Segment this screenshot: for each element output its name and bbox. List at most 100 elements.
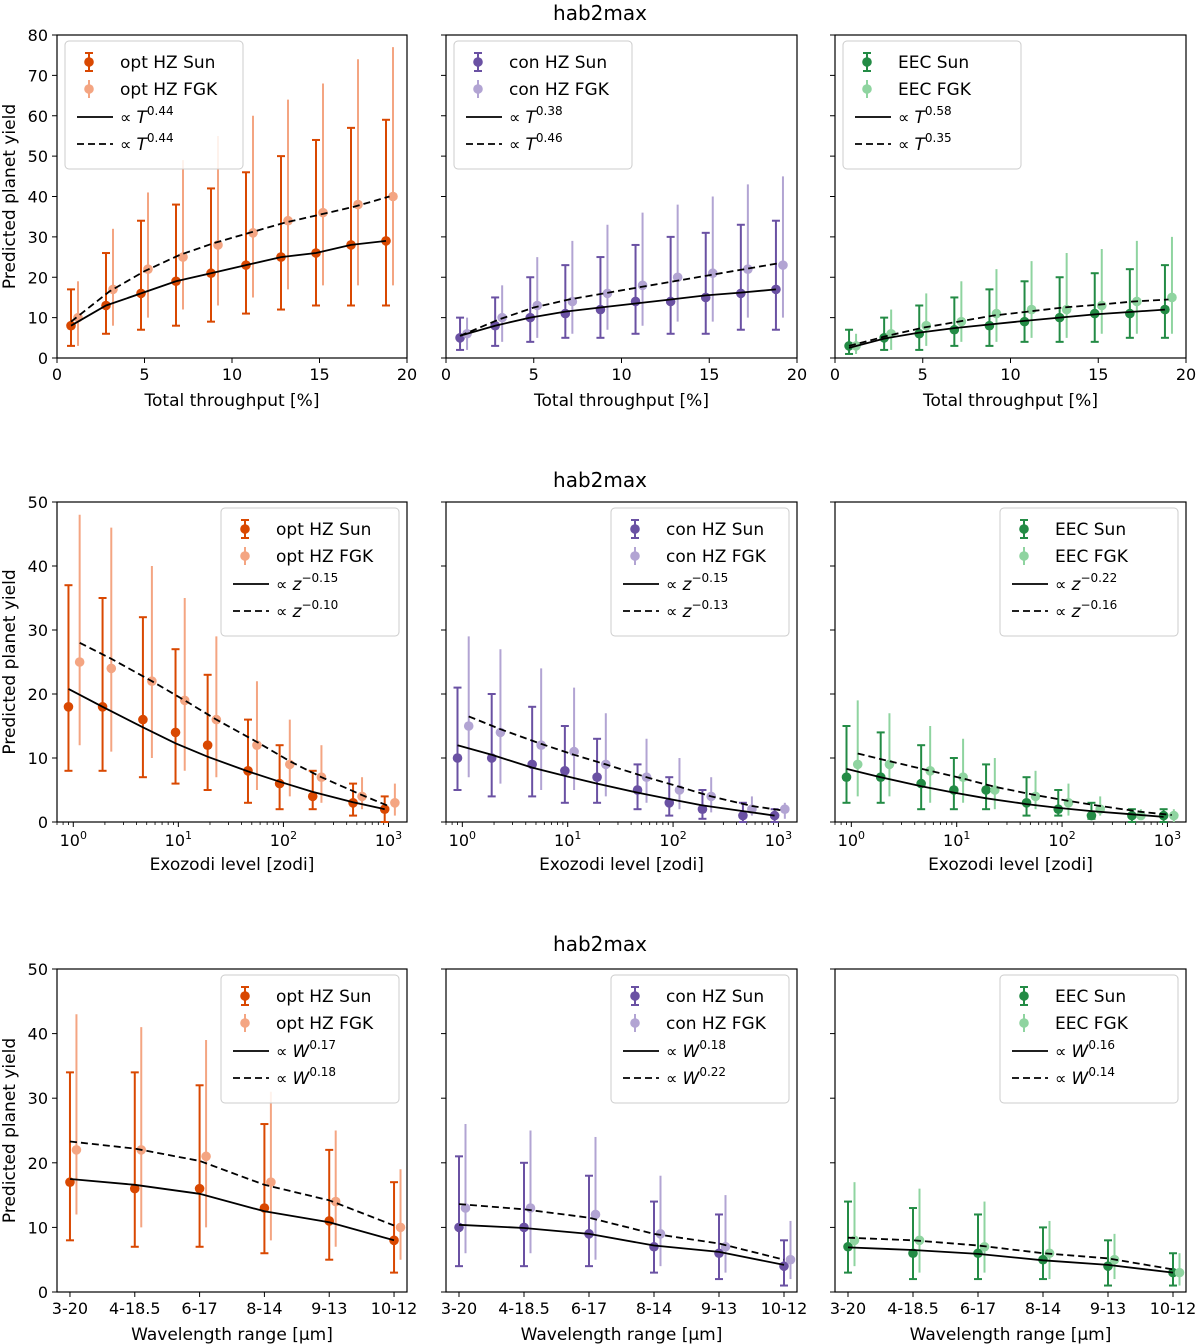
legend-marker-point bbox=[473, 57, 483, 67]
legend-fit-label: ∝ T0.35 bbox=[898, 131, 952, 155]
data-point bbox=[592, 772, 602, 782]
series-sun bbox=[455, 219, 781, 351]
x-tick-label: 100 bbox=[60, 829, 87, 850]
series-sun bbox=[843, 1200, 1178, 1287]
data-point bbox=[921, 320, 932, 331]
panel-1-1: 100 101 102 103 Exozodi level [zodi] con HZ S… bbox=[441, 501, 798, 875]
x-axis-label: Exozodi level [zodi] bbox=[150, 855, 315, 875]
legend-fit-label: ∝ W0.14 bbox=[1055, 1065, 1115, 1089]
panel-0-0: 0 10 20 30 40 50 60 70 80 0 5 10 15 20 Total throughpu… bbox=[0, 26, 417, 411]
x-tick-label: 8-14 bbox=[1025, 1299, 1061, 1318]
x-tick-label: 101 bbox=[554, 829, 581, 850]
data-point bbox=[283, 215, 293, 226]
fit-line-sun bbox=[69, 1178, 395, 1242]
x-tick-label: 0 bbox=[830, 365, 840, 384]
y-tick-label: 10 bbox=[28, 1218, 48, 1237]
data-point bbox=[266, 1177, 276, 1187]
x-tick-label: 4-18.5 bbox=[887, 1299, 939, 1318]
data-point bbox=[1158, 810, 1169, 821]
data-point bbox=[884, 759, 895, 770]
legend-fit-label: ∝ T0.44 bbox=[120, 104, 174, 128]
panel-1-0: 0 10 20 30 40 50 100 101 102 103 Exozodi level [zo… bbox=[0, 493, 408, 875]
x-tick-label: 10-12 bbox=[1150, 1299, 1197, 1318]
series-sun bbox=[454, 1155, 789, 1287]
data-point bbox=[454, 1222, 464, 1233]
series-sun bbox=[65, 1071, 399, 1274]
data-point bbox=[201, 1151, 211, 1162]
data-point bbox=[738, 810, 748, 821]
data-point bbox=[1026, 304, 1037, 315]
data-point bbox=[389, 1235, 399, 1246]
x-tick-label: 5 bbox=[139, 365, 149, 384]
x-tick-label: 3-20 bbox=[830, 1299, 866, 1318]
panel-2-1: 3-20 4-18.5 6-17 8-14 9-13 10-12 Wavelength ra… bbox=[441, 968, 807, 1344]
legend: con HZ Sun con HZ FGK ∝ z−0.15 ∝ z−0.13 bbox=[610, 507, 790, 637]
legend-fit-label: ∝ W0.16 bbox=[1055, 1038, 1115, 1062]
fit-line-fgk bbox=[857, 752, 1172, 816]
series-fgk bbox=[852, 700, 1179, 822]
data-point bbox=[785, 1254, 796, 1265]
x-tick-label: 103 bbox=[1154, 829, 1181, 850]
legend-fit-label: ∝ W0.22 bbox=[666, 1065, 726, 1089]
legend-label: con HZ FGK bbox=[666, 547, 767, 567]
legend-marker-point bbox=[630, 1018, 640, 1028]
data-point bbox=[357, 791, 367, 802]
legend: opt HZ Sun opt HZ FGK ∝ z−0.15 ∝ z−0.10 bbox=[220, 507, 400, 637]
legend-fit-label: ∝ z−0.15 bbox=[666, 571, 728, 595]
legend-label: con HZ FGK bbox=[666, 1014, 767, 1034]
axes-frame bbox=[445, 501, 798, 823]
x-tick-label: 20 bbox=[1176, 365, 1196, 384]
y-axis-label: Predicted planet yield bbox=[0, 569, 20, 754]
x-axis-label: Total throughput [%] bbox=[533, 391, 709, 411]
legend-fit-label: ∝ T0.44 bbox=[120, 131, 174, 155]
x-tick-label: 15 bbox=[699, 365, 719, 384]
data-point bbox=[560, 766, 570, 776]
x-tick-label: 102 bbox=[659, 829, 686, 850]
data-point bbox=[843, 1241, 853, 1252]
x-tick-label: 4-18.5 bbox=[498, 1299, 550, 1318]
legend-fit-label: ∝ z−0.16 bbox=[1055, 598, 1117, 622]
fit-line-sun bbox=[70, 240, 387, 327]
x-tick-label: 5 bbox=[529, 365, 539, 384]
series-sun bbox=[63, 584, 390, 823]
legend-label: EEC FGK bbox=[1055, 547, 1129, 567]
fit-line-fgk bbox=[459, 262, 780, 337]
data-point bbox=[984, 320, 995, 331]
legend-fit-label: ∝ W0.18 bbox=[666, 1038, 726, 1062]
panel-0-2: 0 5 10 15 20 Total throughput [%] EEC Sun EEC F… bbox=[830, 34, 1196, 411]
data-point bbox=[452, 753, 463, 763]
data-point bbox=[852, 759, 863, 770]
legend: EEC Sun EEC FGK ∝ T0.58 ∝ T0.35 bbox=[842, 40, 1022, 170]
fit-line-fgk bbox=[70, 195, 390, 323]
data-point bbox=[1053, 804, 1064, 814]
x-tick-label: 20 bbox=[787, 365, 807, 384]
fit-line-sun bbox=[846, 768, 1164, 818]
legend-marker-point bbox=[630, 991, 640, 1001]
x-tick-label: 9-13 bbox=[1090, 1299, 1126, 1318]
fit-line-sun bbox=[848, 308, 1165, 349]
data-point bbox=[129, 1183, 140, 1194]
legend-fit-label: ∝ z−0.10 bbox=[276, 598, 338, 622]
x-tick-label: 5 bbox=[918, 365, 928, 384]
legend-fit-label: ∝ W0.17 bbox=[276, 1038, 336, 1062]
legend-fit-label: ∝ z−0.22 bbox=[1055, 571, 1117, 595]
x-tick-label: 101 bbox=[165, 829, 192, 850]
x-axis-label: Wavelength range [μm] bbox=[910, 1325, 1112, 1344]
x-tick-label: 100 bbox=[838, 829, 865, 850]
legend-box bbox=[220, 507, 400, 637]
legend-box bbox=[64, 40, 244, 170]
legend-label: opt HZ FGK bbox=[276, 1014, 374, 1034]
legend-fit-label: ∝ z−0.15 bbox=[276, 571, 338, 595]
legend: EEC Sun EEC FGK ∝ W0.16 ∝ W0.14 bbox=[999, 974, 1179, 1104]
legend-marker-point bbox=[84, 84, 94, 94]
legend-label: opt HZ Sun bbox=[276, 520, 371, 540]
data-point bbox=[914, 328, 925, 339]
legend-label: EEC FGK bbox=[898, 80, 972, 100]
data-point bbox=[569, 746, 579, 757]
legend-marker-point bbox=[1019, 1018, 1029, 1028]
data-point bbox=[532, 300, 543, 311]
legend-fit-label: ∝ T0.58 bbox=[898, 104, 952, 128]
y-tick-label: 60 bbox=[28, 107, 48, 126]
data-point bbox=[655, 1229, 666, 1239]
